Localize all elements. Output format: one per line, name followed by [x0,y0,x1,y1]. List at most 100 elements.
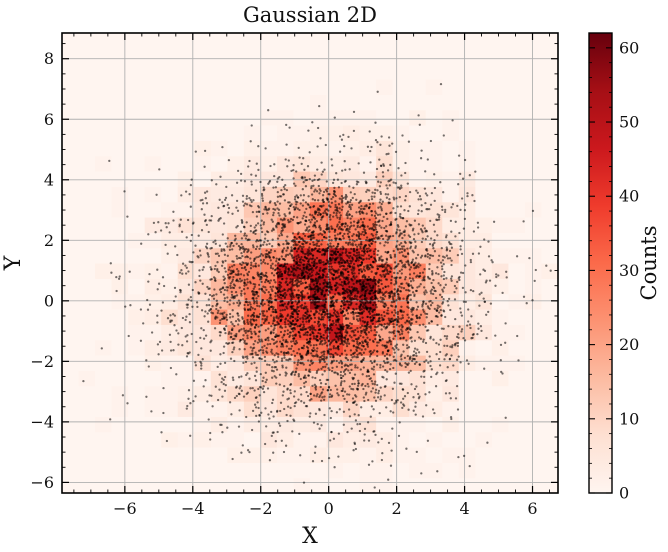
scatter-point [394,181,397,185]
scatter-point [274,308,277,311]
scatter-point [340,138,344,141]
scatter-point [289,299,293,302]
scatter-point [318,305,321,308]
scatter-point [370,233,373,236]
heatmap-cell [458,48,476,65]
heatmap-cell [442,171,460,187]
scatter-point [311,326,314,329]
heatmap-cell [227,370,245,387]
scatter-point [378,201,381,204]
scatter-point [424,201,427,205]
heatmap-cell [508,477,526,493]
scatter-point [124,305,127,308]
scatter-point [375,331,378,334]
heatmap-cell [491,339,509,356]
scatter-point [204,292,207,295]
heatmap-cell [144,385,162,402]
scatter-point [400,232,403,235]
scatter-point [418,316,421,319]
scatter-point [326,243,330,246]
scatter-point [413,347,417,350]
heatmap-cell [475,339,493,356]
scatter-point [271,267,275,270]
scatter-point [296,351,299,355]
heatmap-cell [177,63,195,80]
scatter-point [308,263,311,266]
scatter-point [359,245,362,248]
heatmap-cell [128,171,146,187]
heatmap-cell [161,94,179,111]
scatter-point [350,427,353,430]
heatmap-cell [442,79,460,95]
heatmap-cell [78,48,96,65]
scatter-point [186,334,189,337]
heatmap-cell [111,462,129,479]
scatter-point [480,291,483,294]
scatter-point [418,363,421,367]
scatter-point [208,293,212,297]
scatter-point [414,413,417,416]
scatter-point [322,230,325,233]
scatter-point [373,383,376,386]
heatmap-cell [227,339,245,356]
scatter-point [386,187,389,190]
scatter-point [310,398,313,401]
scatter-point [349,191,352,194]
scatter-point [434,385,438,388]
scatter-point [219,217,222,220]
scatter-point [400,272,403,275]
scatter-point [348,294,351,297]
scatter-point [327,348,331,351]
scatter-point [293,256,296,259]
scatter-point [387,317,390,320]
scatter-point [277,317,280,320]
scatter-point [156,288,159,291]
heatmap-cell [62,94,80,111]
scatter-point [251,307,254,310]
scatter-point [53,262,55,264]
scatter-point [210,179,213,182]
scatter-point [254,351,257,354]
scatter-point [109,262,112,265]
scatter-point [351,256,354,259]
scatter-point [362,358,365,362]
scatter-point [331,164,334,167]
scatter-point [321,216,324,219]
scatter-point [384,304,388,307]
scatter-point [205,190,209,193]
scatter-point [202,266,205,269]
scatter-point [224,383,227,387]
scatter-point [329,296,332,299]
heatmap-cell [376,477,394,493]
scatter-point [254,332,257,335]
heatmap-cell [95,33,113,49]
scatter-point [379,398,382,401]
scatter-point [249,198,252,202]
scatter-point [301,276,304,280]
heatmap-cell [392,263,410,279]
scatter-point [400,186,403,189]
heatmap-cell [161,33,179,49]
heatmap-cell [376,48,394,65]
scatter-point [192,251,195,254]
scatter-point [281,219,284,222]
scatter-point [250,261,253,264]
scatter-point [225,185,228,189]
scatter-point [249,224,252,228]
scatter-point [263,291,267,294]
scatter-point [181,316,185,320]
scatter-point [389,211,392,215]
scatter-point [248,238,251,241]
scatter-point [427,361,430,364]
scatter-point [425,329,429,332]
scatter-point [300,162,303,166]
scatter-point [505,276,508,279]
heatmap-cell [491,186,509,203]
scatter-point [264,274,267,277]
heatmap-cell [194,263,212,279]
heatmap-cell [161,293,179,310]
scatter-point [381,237,385,241]
scatter-point [207,418,210,421]
scatter-point [478,293,481,296]
scatter-point [353,272,356,275]
